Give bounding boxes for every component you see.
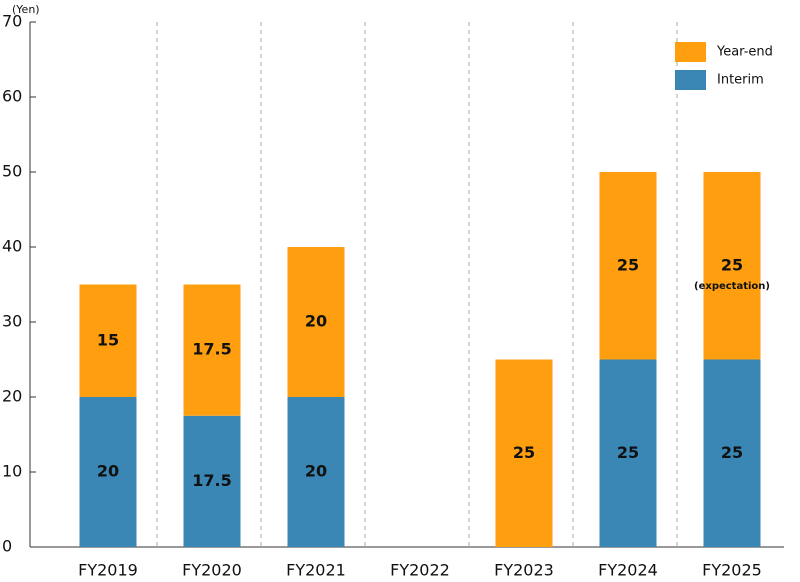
value-label: 15 [97, 330, 119, 349]
y-tick-label: 30 [2, 312, 22, 331]
y-tick-label: 70 [2, 12, 22, 31]
value-label: 25 [721, 255, 743, 274]
y-unit: (Yen) [12, 3, 40, 16]
x-tick-label: FY2019 [78, 561, 138, 580]
value-label: 17.5 [192, 340, 231, 359]
x-tick-label: FY2020 [182, 561, 242, 580]
annotation: (expectation) [694, 281, 770, 292]
bar-segment [495, 359, 553, 547]
legend-swatch [675, 42, 706, 62]
bar-segment [703, 359, 761, 547]
value-label: 25 [617, 255, 639, 274]
value-label: 25 [721, 443, 743, 462]
legend-swatch [675, 70, 706, 90]
value-label: 25 [617, 443, 639, 462]
bar-segment [287, 397, 345, 547]
y-tick-label: 60 [2, 87, 22, 106]
value-label: 20 [97, 462, 119, 481]
value-label: 17.5 [192, 471, 231, 490]
x-tick-label: FY2025 [702, 561, 762, 580]
x-tick-label: FY2021 [286, 561, 346, 580]
bar-segment [183, 284, 241, 416]
y-tick-label: 40 [2, 237, 22, 256]
x-tick-label: FY2023 [494, 561, 554, 580]
y-tick-label: 50 [2, 162, 22, 181]
value-label: 20 [305, 462, 327, 481]
y-tick-label: 20 [2, 387, 22, 406]
value-label: 25 [513, 443, 535, 462]
value-label: 20 [305, 312, 327, 331]
bar-segment [287, 247, 345, 397]
y-tick-label: 10 [2, 462, 22, 481]
legend-label: Interim [717, 73, 764, 88]
x-tick-label: FY2022 [390, 561, 450, 580]
bar-segment [183, 415, 241, 547]
bar-segment [79, 397, 137, 547]
legend-label: Year-end [716, 45, 773, 60]
bar-segment [599, 359, 657, 547]
bar-segment [599, 172, 657, 360]
bar-segment [79, 284, 137, 397]
bar-segment [703, 172, 761, 360]
x-tick-label: FY2024 [598, 561, 658, 580]
y-tick-label: 0 [2, 537, 12, 556]
